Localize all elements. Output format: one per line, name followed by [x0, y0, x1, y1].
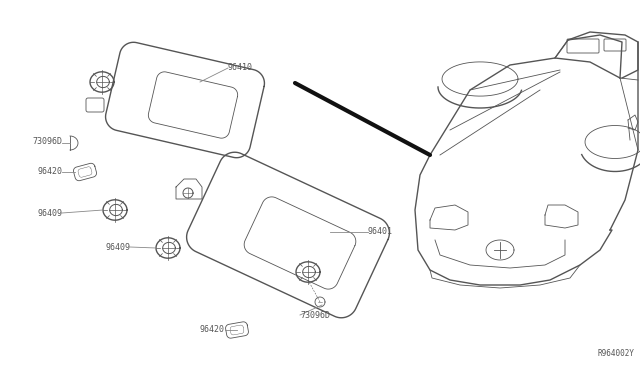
FancyBboxPatch shape	[567, 39, 599, 53]
FancyBboxPatch shape	[86, 98, 104, 112]
Text: 73096D: 73096D	[300, 311, 330, 320]
Text: 96409: 96409	[105, 243, 130, 251]
Text: 96420: 96420	[37, 167, 62, 176]
Text: 96401: 96401	[368, 228, 393, 237]
Text: R964002Y: R964002Y	[598, 349, 635, 358]
Text: 96420: 96420	[200, 326, 225, 334]
Text: 96410: 96410	[228, 64, 253, 73]
Text: 96409: 96409	[37, 208, 62, 218]
FancyBboxPatch shape	[604, 39, 626, 51]
Text: 73096D: 73096D	[32, 138, 62, 147]
